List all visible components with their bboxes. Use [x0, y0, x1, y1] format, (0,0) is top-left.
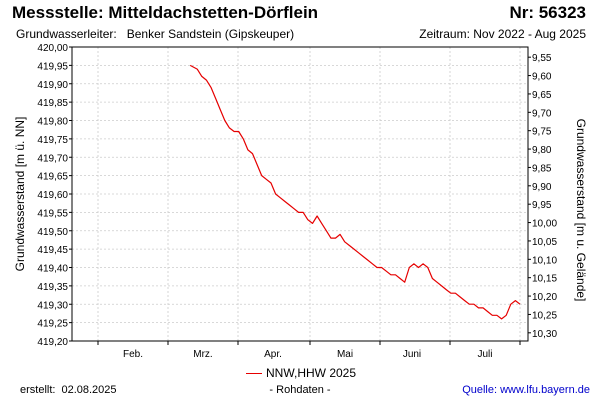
y-right-tick-label: 10,25 — [532, 310, 557, 321]
y-right-tick-label: 9,90 — [532, 182, 552, 193]
series-line-0 — [189, 64, 521, 320]
legend-label: NNW,HHW 2025 — [266, 366, 357, 380]
y-left-tick-label: 419,25 — [37, 319, 68, 330]
x-tick-label: Feb. — [123, 349, 143, 360]
y-right-tick-label: 10,10 — [532, 255, 557, 266]
y-left-tick-label: 420,00 — [37, 43, 68, 54]
y-left-tick-label: 419,55 — [37, 208, 68, 219]
y-left-tick-label: 419,35 — [37, 282, 68, 293]
legend: NNW,HHW 2025 — [246, 366, 356, 380]
y-left-tick-label: 419,85 — [37, 98, 68, 109]
y-left-tick-label: 419,50 — [37, 227, 68, 238]
y-right-tick-label: 10,20 — [532, 292, 557, 303]
y-right-tick-label: 10,05 — [532, 237, 557, 248]
x-tick-label: Mai — [337, 349, 353, 360]
y-axis-left: 419,20 419,25 419,30 419,35 419,40 419,45 419,… — [37, 43, 72, 348]
y-left-tick-label: 419,65 — [37, 172, 68, 183]
period-range: Zeitraum: Nov 2022 - Aug 2025 — [419, 27, 586, 41]
source-info: Quelle: www.lfu.bayern.de — [462, 384, 590, 396]
x-tick-label: Juni — [403, 349, 421, 360]
aquifer-info: Grundwasserleiter: Benker Sandstein (Gips… — [16, 27, 294, 41]
y-right-tick-label: 9,55 — [532, 53, 552, 64]
y-axis-left-label: Grundwasserstand [m ü. NN] — [13, 117, 27, 272]
station-number: Nr: 56323 — [509, 3, 586, 22]
y-right-tick-label: 9,60 — [532, 72, 552, 83]
y-left-tick-label: 419,70 — [37, 153, 68, 164]
y-right-tick-label: 9,65 — [532, 90, 552, 101]
y-right-tick-label: 9,85 — [532, 163, 552, 174]
created-date: 02.08.2025 — [61, 384, 117, 396]
created-info: erstellt: 02.08.2025 — [20, 384, 117, 396]
y-left-tick-label: 419,30 — [37, 300, 68, 311]
x-tick-label: Juli — [477, 349, 492, 360]
y-left-tick-label: 419,90 — [37, 80, 68, 91]
y-left-tick-label: 419,95 — [37, 61, 68, 72]
chart-grid — [72, 47, 528, 341]
y-right-tick-label: 10,00 — [532, 219, 557, 230]
y-left-tick-label: 419,40 — [37, 264, 68, 275]
x-tick-label: Apr. — [264, 349, 282, 360]
raw-data-note: - Rohdaten - — [269, 384, 331, 396]
y-left-tick-label: 419,75 — [37, 135, 68, 146]
y-axis-right: 9,55 9,60 9,65 9,70 9,75 9,80 9,85 9,90 9,95 10,0… — [528, 53, 557, 340]
y-right-tick-label: 10,30 — [532, 329, 557, 340]
x-axis: Feb. Mrz. Apr. Mai Juni Juli — [97, 341, 521, 360]
y-right-tick-label: 9,75 — [532, 127, 552, 138]
y-left-tick-label: 419,45 — [37, 245, 68, 256]
y-right-tick-label: 9,95 — [532, 200, 552, 211]
aquifer-value: Benker Sandstein (Gipskeuper) — [126, 27, 295, 41]
created-label: erstellt: — [20, 384, 56, 396]
y-axis-right-label: Grundwasserstand [m u. Gelände] — [574, 119, 588, 302]
y-right-tick-label: 9,80 — [532, 145, 552, 156]
y-left-tick-label: 419,80 — [37, 117, 68, 128]
x-tick-label: Mrz. — [193, 349, 212, 360]
station-title: Messstelle: Mitteldachstetten-Dörflein — [12, 3, 319, 22]
aquifer-label: Grundwasserleiter: — [16, 27, 117, 41]
y-right-tick-label: 9,70 — [532, 108, 552, 119]
source-label: Quelle: — [462, 384, 498, 396]
source-link[interactable]: www.lfu.bayern.de — [500, 384, 590, 396]
y-right-tick-label: 10,15 — [532, 274, 557, 285]
legend-swatch — [246, 372, 262, 374]
series-layer — [189, 64, 521, 320]
y-left-tick-label: 419,60 — [37, 190, 68, 201]
y-left-tick-label: 419,20 — [37, 337, 68, 348]
